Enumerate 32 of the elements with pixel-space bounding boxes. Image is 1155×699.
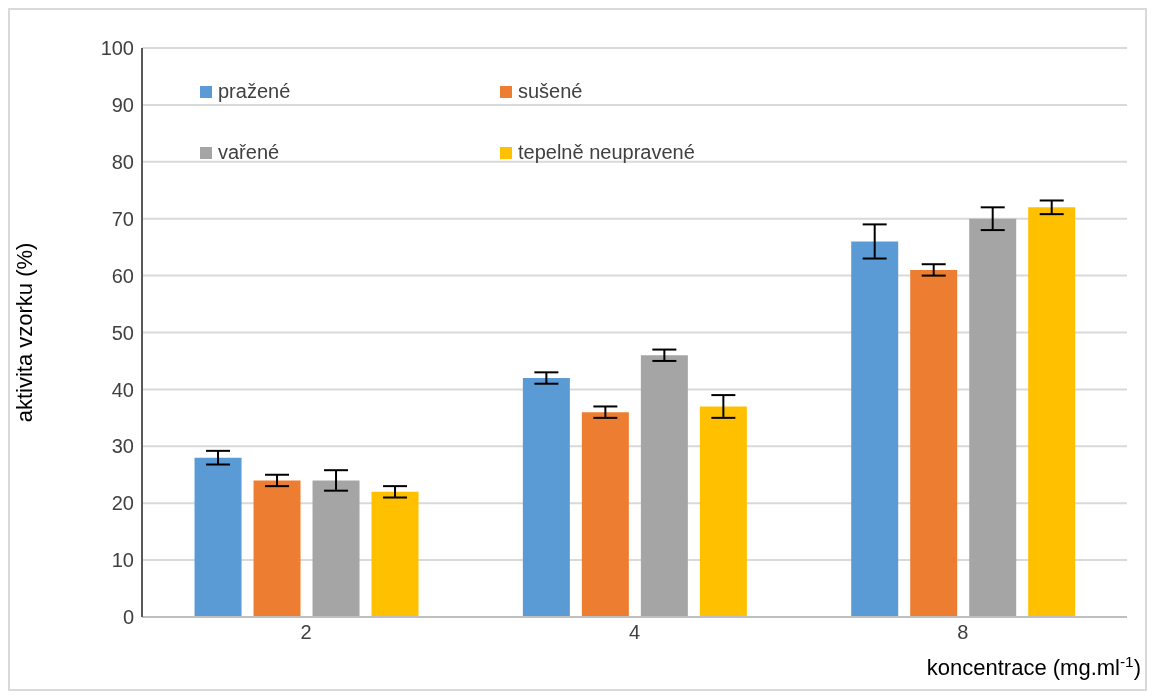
- y-tick-label: 90: [111, 94, 134, 116]
- bar: [253, 480, 301, 617]
- bar: [312, 480, 360, 617]
- legend-label: pražené: [218, 80, 291, 103]
- y-tick-label: 80: [111, 150, 134, 173]
- y-axis-title: aktivita vzorku (%): [11, 242, 37, 423]
- bar: [194, 457, 242, 617]
- y-tick-label: 20: [111, 492, 134, 515]
- bar: [969, 218, 1017, 617]
- y-tick-label: 10: [111, 549, 134, 572]
- x-tick-label: 2: [300, 621, 312, 644]
- legend-label: tepelně neupravené: [518, 141, 695, 164]
- bar: [1028, 207, 1076, 617]
- y-tick-label: 40: [111, 378, 134, 401]
- y-tick-label: 30: [111, 435, 134, 458]
- legend-label: sušené: [518, 80, 583, 103]
- y-tick-label: 60: [111, 264, 134, 287]
- bar: [699, 406, 747, 617]
- y-tick-label: 100: [100, 37, 134, 60]
- x-tick-label: 4: [628, 621, 641, 644]
- x-axis-title: koncentrace (mg.ml$^{-1}$): [926, 652, 1141, 680]
- y-tick-label: 70: [111, 207, 134, 230]
- bar: [640, 355, 688, 617]
- y-tick-label: 0: [122, 606, 134, 629]
- bar: [581, 412, 629, 617]
- bar: [371, 491, 419, 617]
- bar: [522, 378, 570, 617]
- bar: [851, 241, 899, 617]
- x-tick-label: 8: [957, 621, 969, 644]
- bar: [910, 269, 958, 617]
- legend-label: vařené: [218, 141, 280, 164]
- y-tick-label: 50: [111, 321, 134, 344]
